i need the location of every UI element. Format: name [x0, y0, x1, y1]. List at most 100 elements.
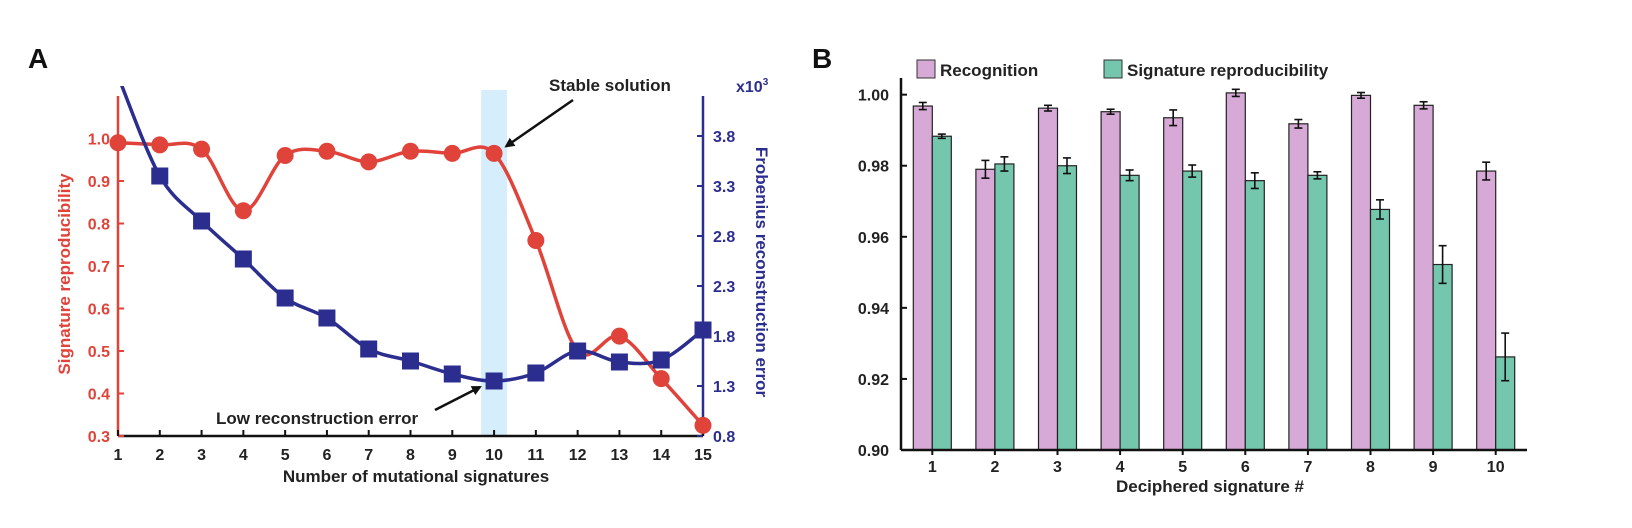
- legend-swatch-signature-reproducibility: [1103, 59, 1123, 79]
- panel-b-error-bars: [918, 88, 1510, 382]
- recognition-error-bar: [1294, 118, 1303, 129]
- recognition-bar: [1288, 123, 1309, 451]
- y-tick-label: 0.98: [858, 159, 889, 176]
- panel-b-y-ticks: 0.90 0.92 0.94 0.96 0.98 1.00: [858, 88, 907, 460]
- reproducibility-point: [694, 416, 712, 434]
- left-tick-label: 0.3: [88, 429, 110, 446]
- panel-b-x-axis-title: Deciphered signature #: [1116, 477, 1305, 496]
- left-tick-label: 0.8: [88, 217, 110, 234]
- x-tick-label: 4: [1116, 459, 1125, 476]
- recognition-bar: [1163, 117, 1184, 451]
- reproducibility-line: [117, 141, 705, 427]
- signature-reproducibility-error-bar: [1188, 164, 1197, 178]
- recognition-error-bar: [918, 101, 927, 111]
- x-tick-label: 5: [1178, 459, 1187, 476]
- signature-reproducibility-bar: [1432, 263, 1453, 451]
- panel-a-x-ticks: 1 2 3 4 5 6 7 8 9 10 11 12 13 14 15: [114, 430, 712, 464]
- x-tick-label: 9: [1429, 459, 1438, 476]
- reproducibility-points: [109, 134, 712, 434]
- left-tick-label: 0.4: [88, 387, 110, 404]
- left-tick-label: 1.0: [88, 132, 110, 149]
- panel-b-letter: B: [812, 43, 832, 74]
- legend-label-signature-reproducibility: Signature reproducibility: [1127, 61, 1329, 80]
- reconstruction-error-point: [610, 353, 628, 371]
- reconstruction-error-point: [276, 289, 294, 307]
- y-tick-label: 0.90: [858, 443, 889, 460]
- panel-a-left-ticks: 0.3 0.4 0.5 0.6 0.7 0.8 0.9 1.0: [88, 132, 124, 446]
- reproducibility-point: [193, 140, 211, 158]
- reproducibility-point: [652, 370, 670, 388]
- panel-a-right-axis-title: Frobenius reconstruction error: [752, 147, 771, 398]
- x-tick-label: 7: [1303, 459, 1312, 476]
- reproducibility-point: [234, 202, 252, 220]
- recognition-error-bar: [1044, 104, 1052, 112]
- legend-swatch-recognition: [916, 59, 936, 79]
- signature-reproducibility-error-bar: [1376, 199, 1384, 220]
- reconstruction-error-point: [652, 351, 670, 369]
- left-tick-label: 0.5: [88, 344, 110, 361]
- panel-b-x-ticks: 1 2 3 4 5 6 7 8 9 10: [928, 450, 1505, 476]
- low-error-annotation: Low reconstruction error: [216, 409, 419, 428]
- panel-b: B Recognition Signature reproducibility …: [812, 43, 1527, 496]
- stable-solution-arrow: [504, 98, 574, 148]
- left-tick-label: 0.9: [88, 174, 110, 191]
- panel-a-letter: A: [28, 43, 48, 74]
- signature-reproducibility-bar: [994, 163, 1015, 451]
- x-tick-label: 1: [114, 447, 123, 464]
- signature-reproducibility-error-bar: [1000, 156, 1009, 172]
- x-tick-label: 12: [569, 447, 587, 464]
- x-tick-label: 8: [406, 447, 415, 464]
- reconstruction-error-point: [360, 340, 378, 358]
- signature-reproducibility-error-bar: [1063, 157, 1071, 175]
- right-tick-label: 0.8: [713, 429, 735, 446]
- recognition-bar: [1100, 111, 1121, 451]
- reproducibility-point: [485, 144, 503, 162]
- panel-b-legend: Recognition Signature reproducibility: [916, 59, 1329, 80]
- recognition-error-bar: [981, 159, 990, 179]
- x-tick-label: 2: [990, 459, 999, 476]
- signature-reproducibility-bar: [1119, 174, 1140, 451]
- x-tick-label: 11: [527, 447, 544, 464]
- x-tick-label: 6: [322, 447, 331, 464]
- panel-a-x-axis-title: Number of mutational signatures: [283, 467, 549, 486]
- reproducibility-point: [318, 142, 336, 160]
- reproducibility-point: [360, 153, 378, 171]
- x-tick-label: 10: [485, 447, 503, 464]
- recognition-bar: [1476, 170, 1497, 451]
- y-tick-label: 0.92: [858, 372, 889, 389]
- right-tick-label: 3.8: [713, 129, 735, 146]
- signature-reproducibility-error-bar: [1313, 170, 1322, 180]
- reconstruction-error-point: [234, 250, 252, 268]
- signature-reproducibility-error-bar: [937, 133, 946, 140]
- y-tick-label: 1.00: [858, 88, 889, 105]
- signature-reproducibility-bar: [1182, 170, 1203, 451]
- reconstruction-error-point: [527, 364, 545, 382]
- left-tick-label: 0.6: [88, 302, 110, 319]
- reproducibility-point: [151, 136, 169, 154]
- signature-reproducibility-error-bar: [1501, 332, 1510, 382]
- x-tick-label: 3: [1053, 459, 1062, 476]
- signature-reproducibility-error-bar: [1250, 172, 1259, 190]
- x-tick-label: 10: [1487, 459, 1505, 476]
- recognition-bar: [1225, 92, 1246, 451]
- reconstruction-error-point: [443, 365, 461, 383]
- recognition-bar: [1350, 94, 1372, 451]
- reconstruction-error-point: [193, 212, 211, 230]
- panel-a-left-axis-title: Signature reproducibility: [55, 173, 74, 375]
- x-tick-label: 1: [928, 459, 937, 476]
- signature-reproducibility-bar: [1056, 165, 1078, 451]
- low-error-arrow: [434, 385, 482, 412]
- x-tick-label: 13: [611, 447, 629, 464]
- reproducibility-point: [443, 144, 461, 162]
- signature-reproducibility-error-bar: [1438, 244, 1447, 285]
- x-tick-label: 3: [197, 447, 206, 464]
- recognition-error-bar: [1357, 91, 1365, 100]
- x-tick-label: 7: [364, 447, 373, 464]
- recognition-error-bar: [1419, 100, 1428, 110]
- x-tick-label: 2: [155, 447, 164, 464]
- y-tick-label: 0.94: [858, 301, 889, 318]
- signature-reproducibility-bar: [1369, 208, 1391, 451]
- x-tick-label: 9: [448, 447, 457, 464]
- signature-reproducibility-bar: [1244, 180, 1265, 451]
